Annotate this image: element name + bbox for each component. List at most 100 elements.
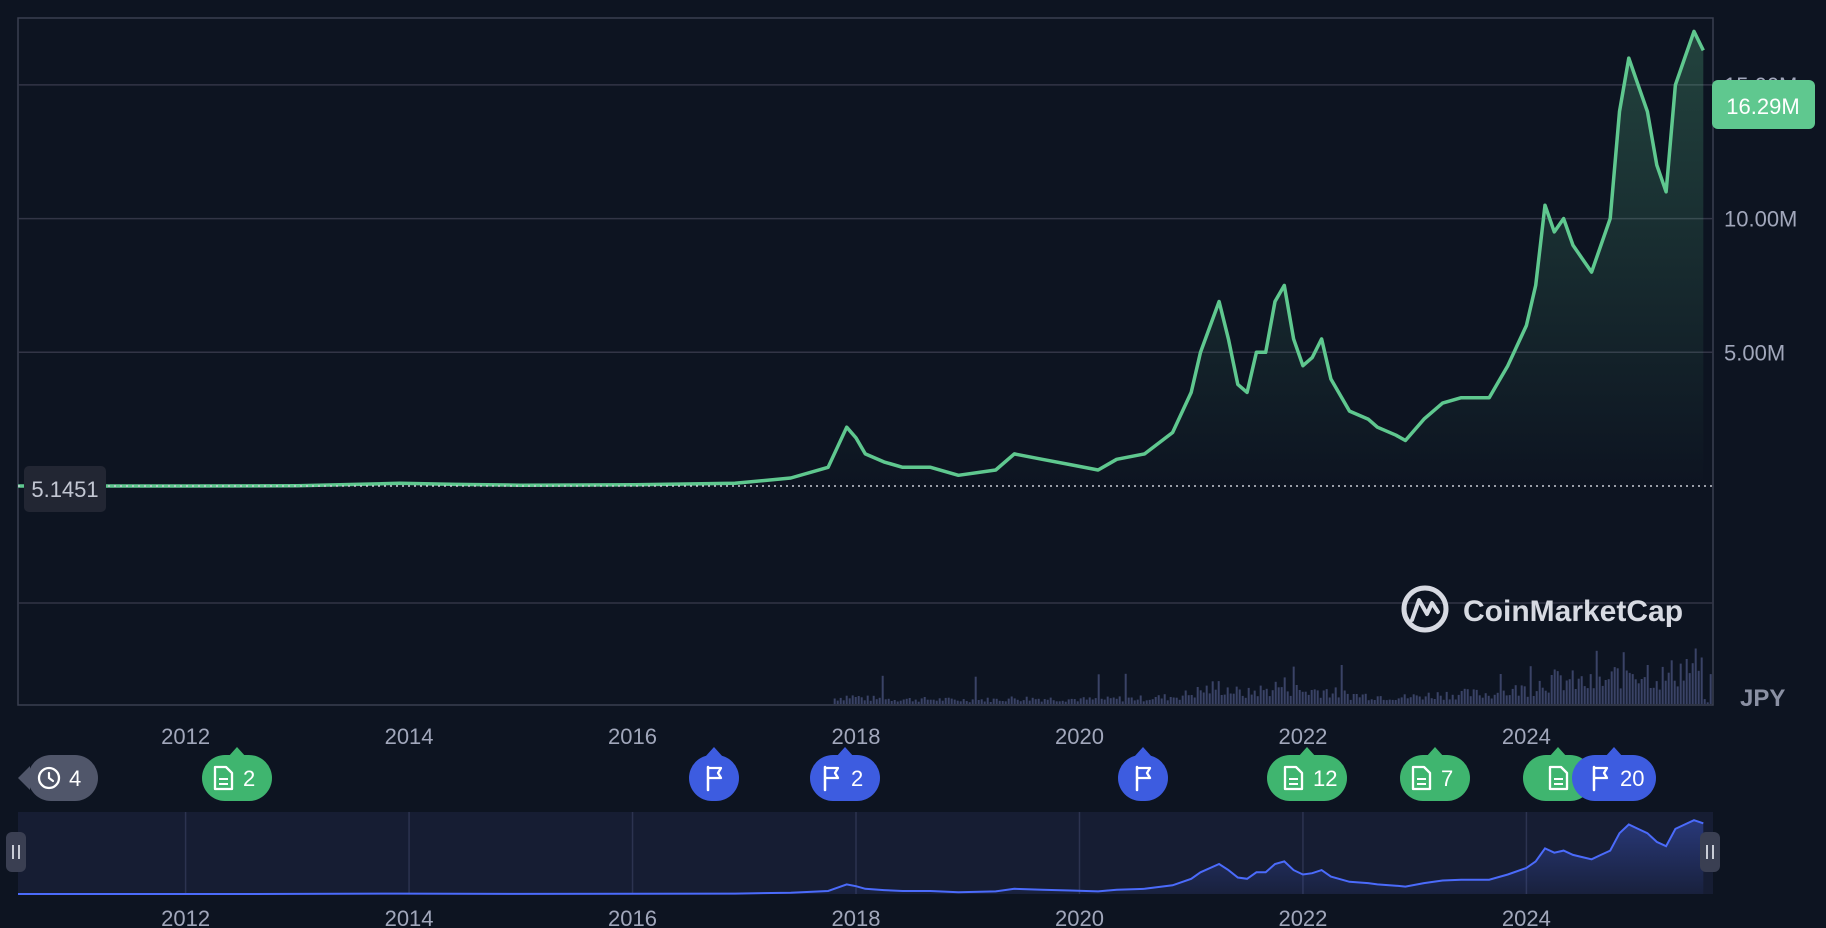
volume-bar <box>1292 666 1295 704</box>
volume-bar <box>842 700 845 704</box>
volume-bar <box>1130 697 1133 704</box>
volume-bar <box>1286 691 1289 704</box>
volume-bar <box>866 695 869 704</box>
history-icon <box>37 766 61 790</box>
event-markers[interactable]: 4 2 2 12 7 20 <box>18 747 1656 801</box>
volume-bar <box>1118 696 1121 704</box>
range-navigator[interactable]: 2012 2014 2016 2018 2020 2022 2024 <box>6 812 1720 928</box>
volume-bar <box>1421 699 1424 704</box>
document-icon <box>213 765 234 791</box>
current-price-badge: 16.29M <box>1712 80 1815 129</box>
volume-bar <box>1040 701 1043 704</box>
volume-bar <box>1520 685 1523 704</box>
volume-bar <box>1703 699 1706 704</box>
flag-marker[interactable]: 2 <box>810 747 880 801</box>
volume-bar <box>1328 697 1331 704</box>
volume-bar <box>1613 667 1616 704</box>
volume-bar <box>1442 699 1445 704</box>
volume-bar <box>1409 697 1412 704</box>
volume-bar <box>1274 681 1277 704</box>
volume-bar <box>1547 692 1550 704</box>
doc-marker[interactable]: 2 <box>202 747 272 801</box>
volume-bar <box>1295 685 1298 704</box>
volume-bar <box>1019 701 1022 704</box>
volume-bar <box>1706 702 1709 704</box>
volume-bar <box>1595 650 1598 704</box>
flag-marker[interactable] <box>689 747 739 801</box>
volume-bar <box>1580 676 1583 704</box>
volume-bar <box>1268 696 1271 704</box>
volume-bar <box>1559 675 1562 704</box>
volume-bar <box>1244 697 1247 704</box>
volume-bar <box>1544 690 1547 704</box>
x-tick-label: 2024 <box>1502 724 1551 749</box>
plot-frame <box>17 17 1714 706</box>
volume-bar <box>959 701 962 704</box>
volume-bar <box>1289 695 1292 704</box>
gridlines <box>18 84 1713 604</box>
volume-bar <box>1406 698 1409 704</box>
volume-bar <box>968 702 971 704</box>
navigator-area <box>18 819 1704 895</box>
doc-marker[interactable]: 12 <box>1267 747 1347 801</box>
volume-bar <box>1697 670 1700 704</box>
volume-bar <box>1127 697 1130 704</box>
navigator-handle-left[interactable] <box>6 832 26 872</box>
volume-bar <box>872 695 875 704</box>
coinmarketcap-logo: CoinMarketCap <box>1401 585 1683 633</box>
volume-bar <box>1622 652 1625 704</box>
volume-bar <box>1112 697 1115 704</box>
x-tick-label: 2012 <box>161 724 210 749</box>
volume-bar <box>1700 657 1703 704</box>
volume-bar <box>1388 699 1391 704</box>
volume-bar <box>1058 701 1061 704</box>
volume-bar <box>1259 685 1262 704</box>
volume-bar <box>941 700 944 704</box>
volume-bar <box>878 697 881 704</box>
x-tick-label: 2016 <box>608 724 657 749</box>
volume-bar <box>1655 681 1658 704</box>
volume-bar <box>1226 687 1229 704</box>
volume-bar <box>1457 694 1460 704</box>
volume-bar <box>977 700 980 704</box>
volume-bar <box>1205 685 1208 704</box>
history-marker[interactable]: 4 <box>18 755 98 801</box>
volume-bar <box>1154 697 1157 704</box>
marker-count: 20 <box>1620 766 1644 791</box>
volume-bar <box>1550 675 1553 704</box>
doc-marker[interactable]: 7 <box>1400 747 1470 801</box>
volume-bar <box>896 701 899 704</box>
marker-pill <box>810 755 880 801</box>
volume-bar <box>1397 698 1400 704</box>
marker-count: 2 <box>851 766 863 791</box>
volume-bar <box>1055 701 1058 704</box>
volume-bar <box>1694 648 1697 704</box>
navigator-x-tick-label: 2022 <box>1278 906 1327 928</box>
navigator-x-tick-label: 2018 <box>832 906 881 928</box>
volume-bar <box>1199 690 1202 704</box>
volume-bar <box>1634 679 1637 704</box>
volume-bar <box>1517 695 1520 704</box>
volume-bar <box>1181 695 1184 704</box>
volume-bar <box>1436 692 1439 704</box>
volume-bar <box>1691 663 1694 704</box>
volume-bar <box>1505 695 1508 704</box>
volume-bar <box>1106 696 1109 704</box>
volume-bar <box>1037 698 1040 704</box>
volume-bar <box>920 698 923 704</box>
volume-bar <box>1583 686 1586 704</box>
volume-bar <box>1160 698 1163 704</box>
volume-bar <box>974 676 977 704</box>
volume-bar <box>851 695 854 704</box>
volume-bar <box>1142 701 1145 704</box>
flag-marker[interactable] <box>1118 747 1168 801</box>
volume-bar <box>1403 694 1406 704</box>
volume-bar <box>1256 696 1259 704</box>
x-tick-label: 2014 <box>385 724 434 749</box>
flag-marker[interactable]: 20 <box>1572 747 1656 801</box>
volume-bar <box>980 699 983 704</box>
volume-bar <box>1088 697 1091 704</box>
navigator-handle-right[interactable] <box>1700 832 1720 872</box>
volume-bar <box>1433 699 1436 704</box>
